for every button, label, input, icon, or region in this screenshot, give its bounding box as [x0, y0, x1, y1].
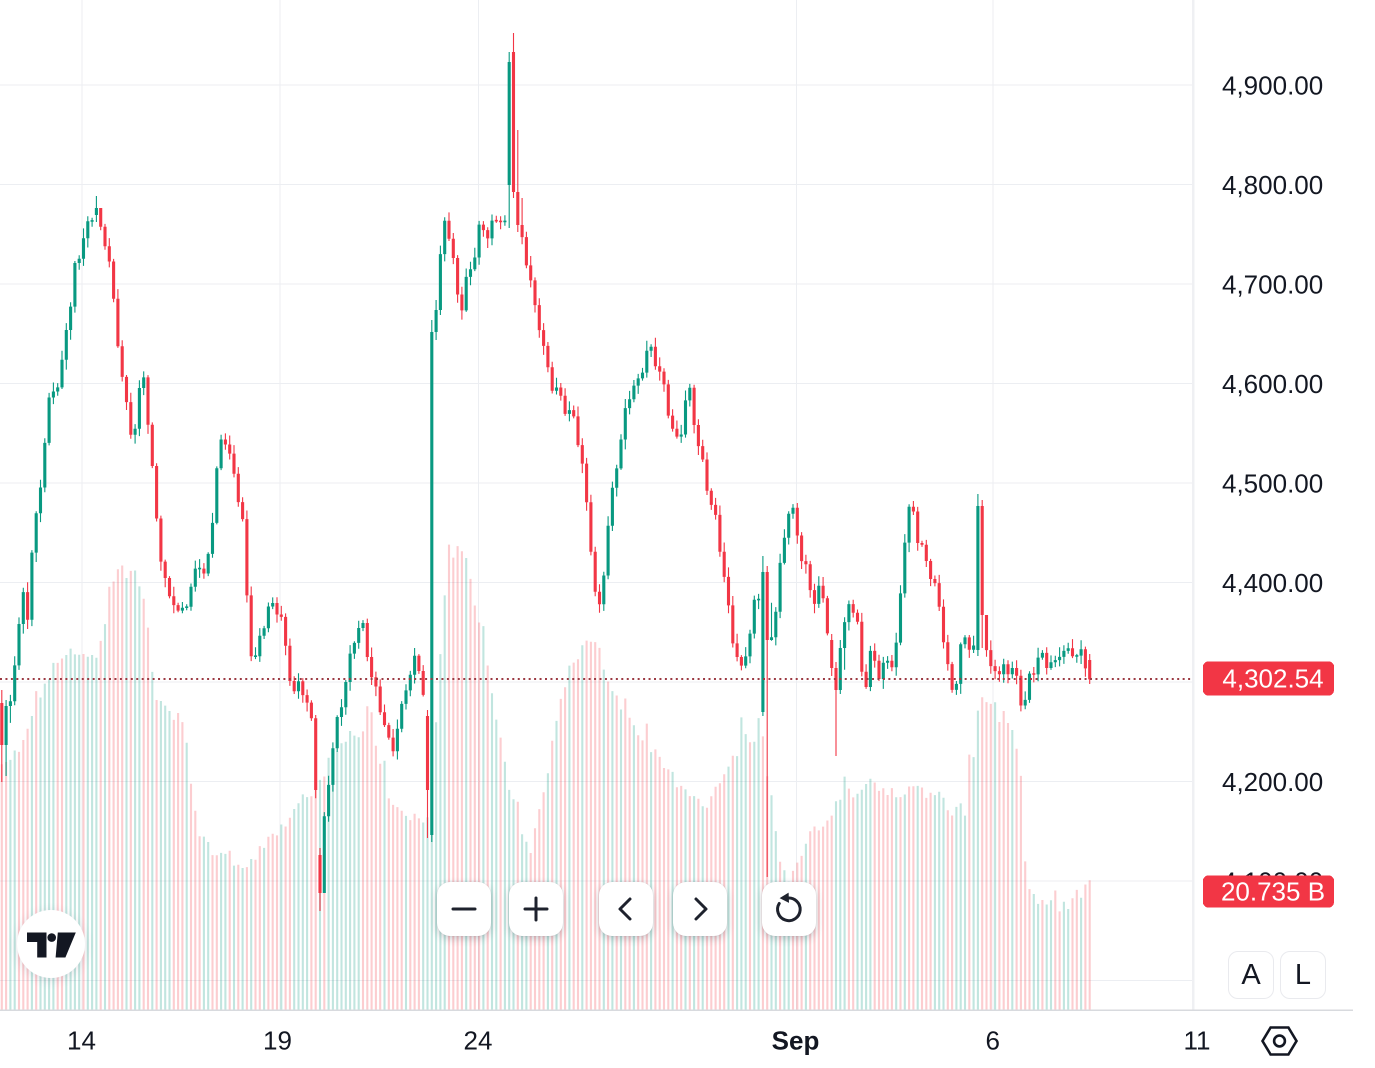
svg-text:Sep: Sep	[772, 1026, 820, 1056]
svg-text:14: 14	[67, 1026, 96, 1056]
svg-text:4,800.00: 4,800.00	[1222, 170, 1323, 200]
svg-text:4,200.00: 4,200.00	[1222, 767, 1323, 797]
svg-text:19: 19	[263, 1026, 292, 1056]
svg-text:4,302.54: 4,302.54	[1222, 664, 1323, 694]
svg-text:24: 24	[464, 1026, 493, 1056]
svg-text:11: 11	[1184, 1026, 1211, 1056]
svg-text:4,900.00: 4,900.00	[1222, 70, 1323, 100]
svg-text:4,500.00: 4,500.00	[1222, 468, 1323, 498]
svg-text:4,600.00: 4,600.00	[1222, 369, 1323, 399]
svg-text:6: 6	[985, 1026, 999, 1056]
svg-text:4,400.00: 4,400.00	[1222, 568, 1323, 598]
svg-text:4,700.00: 4,700.00	[1222, 269, 1323, 299]
svg-text:20.735 B: 20.735 B	[1221, 877, 1325, 907]
